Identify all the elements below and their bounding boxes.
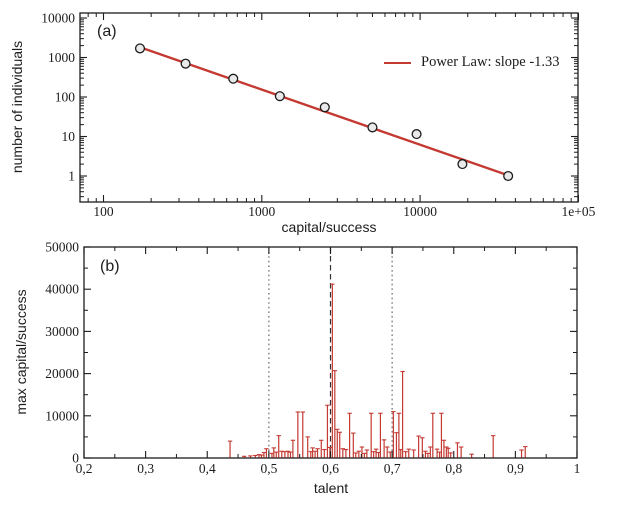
- legend: Power Law: slope -1.33: [384, 54, 560, 71]
- panel-b-x-axis-title: talent: [313, 480, 349, 496]
- panel-b-label: (b): [100, 258, 120, 275]
- svg-text:1e+05: 1e+05: [561, 204, 595, 219]
- svg-text:10000: 10000: [403, 204, 437, 219]
- svg-text:0,8: 0,8: [445, 461, 462, 476]
- svg-text:100: 100: [93, 204, 114, 219]
- svg-text:0,5: 0,5: [260, 461, 277, 476]
- svg-text:0,6: 0,6: [322, 461, 339, 476]
- svg-text:100: 100: [55, 90, 76, 105]
- panel-a-label: (a): [97, 23, 117, 40]
- svg-text:30000: 30000: [45, 324, 79, 339]
- legend-label: Power Law: slope -1.33: [421, 54, 560, 70]
- svg-text:0,4: 0,4: [199, 461, 216, 476]
- svg-text:1000: 1000: [248, 204, 275, 219]
- svg-text:10000: 10000: [41, 11, 75, 26]
- svg-text:50000: 50000: [45, 240, 79, 255]
- panel-a-x-axis-title: capital/success: [281, 219, 377, 235]
- svg-text:10: 10: [62, 129, 76, 144]
- panel-a-y-axis-title: number of individuals: [9, 40, 25, 174]
- svg-text:1000: 1000: [48, 50, 75, 65]
- svg-text:0,2: 0,2: [76, 461, 93, 476]
- svg-text:10000: 10000: [45, 408, 79, 423]
- legend-line-sample: [384, 61, 411, 64]
- svg-text:0,9: 0,9: [507, 461, 524, 476]
- svg-text:40000: 40000: [45, 282, 79, 297]
- svg-text:1: 1: [68, 169, 75, 184]
- svg-text:1: 1: [574, 461, 581, 476]
- svg-text:20000: 20000: [45, 366, 79, 381]
- svg-text:0: 0: [72, 451, 79, 466]
- svg-text:0,7: 0,7: [384, 461, 401, 476]
- panel-b-y-axis-title: max capital/success: [13, 289, 29, 415]
- svg-text:0,3: 0,3: [137, 461, 154, 476]
